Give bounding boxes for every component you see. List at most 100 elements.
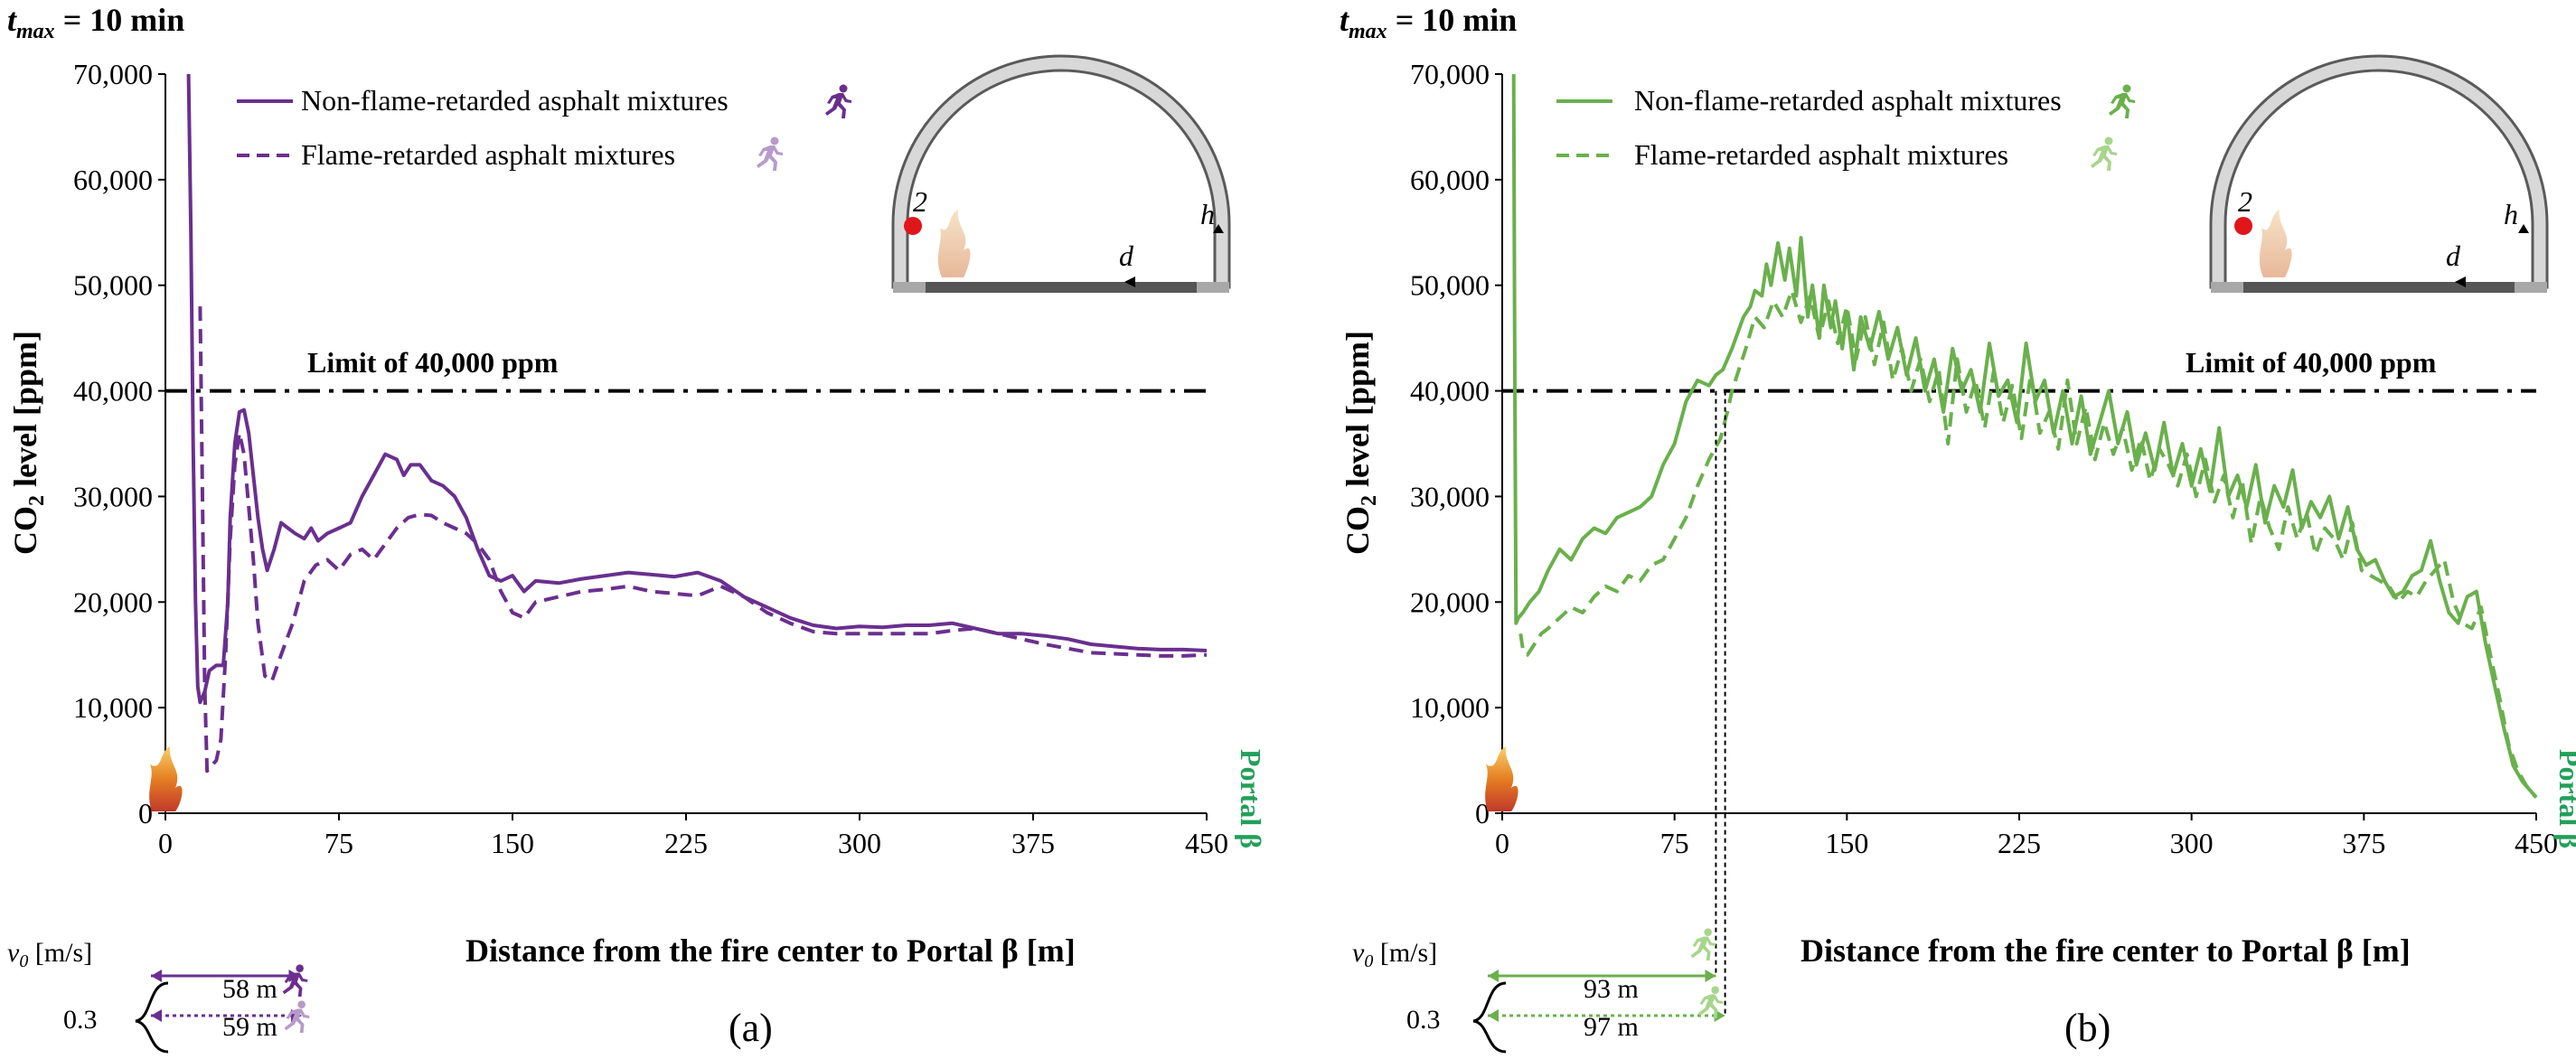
panel-b-y-tick-label: 50,000 <box>1410 269 1490 302</box>
panel-b-tmax-title: tmax = 10 min <box>1340 2 1517 43</box>
panel-a-x-tick-label: 75 <box>324 827 353 859</box>
panel-a-tmax-title: tmax = 10 min <box>7 2 184 43</box>
panel-a-runner-icon <box>825 84 851 118</box>
panel-b-limit-label: Limit of 40,000 ppm <box>2186 346 2437 379</box>
panel-b-tunnel-inset: 2 h d <box>2209 54 2549 293</box>
panel-a-x-axis-title: Distance from the fire center to Portal … <box>465 932 1076 969</box>
panel-b-h-arrow-icon <box>2518 224 2529 233</box>
panel-b-d-label: d <box>2446 239 2461 272</box>
panel-a-dist-solid: 58 m <box>222 974 277 1004</box>
panel-a-y-tick-label: 70,000 <box>73 58 153 90</box>
panel-b-y-tick-label: 60,000 <box>1410 164 1490 196</box>
panel-a-h-arrow-icon <box>1213 224 1224 233</box>
panel-a-limit-label: Limit of 40,000 ppm <box>307 346 559 379</box>
panel-b-origin-fire-icon <box>1485 746 1518 811</box>
panel-a-y-tick-label: 50,000 <box>73 269 153 302</box>
panel-a-sensor-label: 2 <box>913 185 927 218</box>
panel-a-legend: Non-flame-retarded asphalt mixtures Flam… <box>237 84 851 171</box>
panel-b-dist-dashed: 97 m <box>1584 1012 1639 1042</box>
panel-b-v0-label: v0 [m/s] <box>1352 938 1437 971</box>
panel-a-legend-solid-label: Non-flame-retarded asphalt mixtures <box>301 84 729 117</box>
panel-a-y-tick-label: 60,000 <box>73 164 153 196</box>
panel-b-y-axis-title: CO2 level [ppm] <box>1340 331 1381 555</box>
panel-b-dist-solid-arrow-left-icon <box>1488 970 1499 982</box>
panel-a-d-arrow-icon <box>1124 276 1135 287</box>
panel-b: tmax = 10 min CO2 level [ppm] 0 10,000 20,… <box>1340 2 2576 1054</box>
panel-a-axes <box>165 74 1207 814</box>
panel-a-legend-dashed-label: Flame-retarded asphalt mixtures <box>301 138 675 171</box>
panel-a-brace <box>135 981 169 1054</box>
panel-b-label: (b) <box>2064 1006 2111 1050</box>
panel-b-x-tick-label: 375 <box>2342 827 2385 859</box>
svg-text:Portal β: Portal β <box>1235 749 1267 848</box>
panel-b-y-tick-label: 10,000 <box>1410 691 1490 724</box>
panel-a-x-tick-label: 150 <box>491 827 534 859</box>
panel-a-dist-dashed: 59 m <box>222 1012 277 1042</box>
panel-a-series-dashed-line <box>198 306 1208 773</box>
panel-b-portal-label: Portal β <box>2553 749 2576 848</box>
panel-b-legend-dashed-label: Flame-retarded asphalt mixtures <box>1634 138 2008 171</box>
svg-text:CO2 level [ppm]: CO2 level [ppm] <box>1340 331 1381 555</box>
panel-b-x-tick-label: 225 <box>1998 827 2041 859</box>
panel-a-origin-fire-icon <box>149 746 183 811</box>
panel-b-fire-icon <box>2259 210 2292 277</box>
panel-a-portal-label: Portal β <box>1235 749 1267 848</box>
panel-b-tunnel-road <box>2243 282 2515 293</box>
panel-a-dist-solid-arrow-left-icon <box>151 970 162 982</box>
panel-b-speed-annotation: v0 [m/s] 0.3 93 m 97 m <box>1352 928 1725 1054</box>
panel-a-x-tick-label: 375 <box>1011 827 1055 859</box>
svg-text:Portal β: Portal β <box>2553 749 2576 848</box>
panel-b-x-tick-label: 150 <box>1825 827 1868 859</box>
panel-a-ticks: 0 10,000 20,000 30,000 40,000 50,000 60,000 70,… <box>73 58 1228 859</box>
panel-a-speed-annotation: v0 [m/s] 0.3 58 m 59 m <box>7 938 310 1054</box>
panel-b-dist-solid-arrow-right-icon <box>1705 970 1716 982</box>
panel-b-dist-runner-icon <box>1690 928 1716 961</box>
panel-a-h-label: h <box>1200 198 1215 230</box>
panel-b-x-tick-label: 300 <box>2170 827 2214 859</box>
panel-b-legend-solid-label: Non-flame-retarded asphalt mixtures <box>1634 84 2062 117</box>
panel-b-y-tick-label: 0 <box>1475 797 1490 829</box>
panel-b-axes <box>1501 74 2536 814</box>
panel-b-dist-solid: 93 m <box>1584 974 1639 1004</box>
panel-a-y-tick-label: 20,000 <box>73 586 153 618</box>
panel-b-y-tick-label: 70,000 <box>1410 58 1490 90</box>
panel-a-sensor-dot <box>904 217 922 235</box>
panel-b-y-tick-label: 30,000 <box>1410 480 1490 512</box>
panel-b-brace <box>1472 981 1507 1054</box>
panel-a-d-label: d <box>1119 239 1134 272</box>
panel-b-lines <box>1502 73 2538 799</box>
panel-b-y-tick-label: 40,000 <box>1410 375 1490 408</box>
panel-b-x-tick-label: 75 <box>1660 827 1689 859</box>
panel-a-tunnel-inset: 2 h d <box>891 54 1231 293</box>
panel-b-d-arrow-icon <box>2455 276 2466 287</box>
panel-a-y-tick-label: 30,000 <box>73 480 153 512</box>
panel-b-x-tick-label: 0 <box>1495 827 1509 859</box>
panel-a-series-solid-line <box>186 73 1208 705</box>
panel-a-x-tick-label: 0 <box>158 827 173 859</box>
panel-a-y-tick-label: 40,000 <box>73 375 153 408</box>
panel-a: tmax = 10 min CO2 level [ppm] 0 10,000 20,… <box>7 2 1267 1054</box>
panel-a-dist-runner-icon <box>282 964 308 998</box>
panel-a-dist-runner-dashed-icon <box>284 1000 310 1034</box>
panel-a-dist-dashed-arrow-left-icon <box>151 1009 162 1022</box>
panel-a-x-tick-label: 450 <box>1185 827 1228 859</box>
panel-b-sensor-dot <box>2234 217 2252 235</box>
panel-b-dist-dashed-arrow-left-icon <box>1488 1009 1499 1022</box>
panel-a-label: (a) <box>729 1006 773 1050</box>
panel-b-runner-dashed-icon <box>2091 136 2117 171</box>
svg-text:CO2 level [ppm]: CO2 level [ppm] <box>7 331 49 555</box>
panel-a-x-tick-label: 300 <box>838 827 881 859</box>
panel-b-dist-bars <box>1488 970 1725 1022</box>
panel-a-y-tick-label: 0 <box>138 797 153 829</box>
panel-a-fire-icon <box>937 210 971 277</box>
panel-b-ticks: 0 10,000 20,000 30,000 40,000 50,000 60,000 70,… <box>1410 58 2558 859</box>
panel-b-speed-value: 0.3 <box>1406 1005 1441 1035</box>
panel-b-x-tick-label: 450 <box>2515 827 2558 859</box>
panel-b-h-label: h <box>2504 198 2518 230</box>
panel-a-y-tick-label: 10,000 <box>73 691 153 724</box>
panel-a-y-axis-title: CO2 level [ppm] <box>7 331 49 555</box>
panel-a-lines <box>165 73 1208 773</box>
panel-b-series-dashed-line <box>1518 288 2538 799</box>
